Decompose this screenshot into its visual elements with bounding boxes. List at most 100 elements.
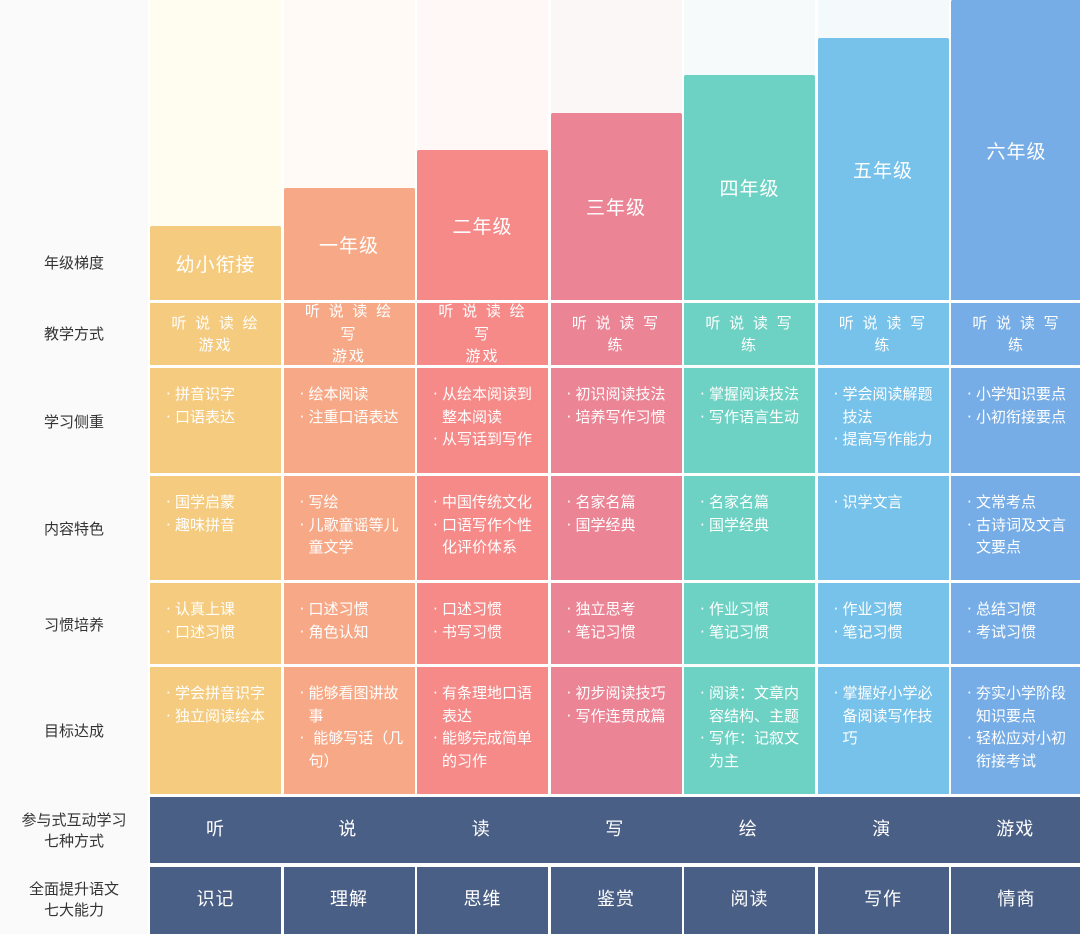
list-item: 小学知识要点 <box>967 383 1072 406</box>
list-item: 中国传统文化 <box>433 491 538 514</box>
row-label-ways: 参与式互动学习 七种方式 <box>21 810 127 850</box>
list-item: 书写习惯 <box>433 621 538 644</box>
ability-cell: 思维 <box>417 867 548 934</box>
list-item: 口述习惯 <box>433 598 538 621</box>
list-item: 名家名篇 <box>700 491 805 514</box>
list-item: 学会拼音识字 <box>166 682 271 705</box>
focus-cell: 拼音识字口语表达 <box>150 368 281 473</box>
row-label-content: 内容特色 <box>43 520 104 538</box>
list-item: 提高写作能力 <box>834 428 939 451</box>
list-item: 掌握好小学必备阅读写作技巧 <box>834 682 939 750</box>
content-cell: 国学启蒙趣味拼音 <box>150 476 281 580</box>
list-item: 儿歌童谣等儿童文学 <box>300 514 405 559</box>
method-cell: 听 说 读 绘 写 游戏 <box>417 302 548 366</box>
column-background <box>150 0 281 226</box>
row-label-method: 教学方式 <box>43 325 104 343</box>
list-item: 培养写作习惯 <box>567 406 672 429</box>
content-cell: 名家名篇国学经典 <box>684 476 815 580</box>
list-item: 从绘本阅读到整本阅读 <box>433 383 538 428</box>
list-item: 口语写作个性化评价体系 <box>433 514 538 559</box>
list-item: 口述习惯 <box>300 598 405 621</box>
ability-cell: 鉴赏 <box>550 867 682 934</box>
method-text: 听 说 读 绘 写 游戏 <box>438 302 527 366</box>
habit-cell: 作业习惯笔记习惯 <box>684 583 815 664</box>
list-item: 写绘 <box>300 491 405 514</box>
way-cell: 听 <box>150 797 281 863</box>
list-item: 国学经典 <box>700 514 805 537</box>
method-text: 听 说 读 写 练 <box>838 313 928 355</box>
list-item: 笔记习惯 <box>834 621 939 644</box>
list-item: 夯实小学阶段知识要点 <box>967 682 1072 727</box>
row-label-habit: 习惯培养 <box>43 615 104 634</box>
list-item: 绘本阅读 <box>300 383 405 406</box>
list-item: 口述习惯 <box>166 621 271 644</box>
focus-cell: 掌握阅读技法写作语言生动 <box>684 368 815 473</box>
list-item: 古诗词及文言文要点 <box>967 514 1072 559</box>
list-item: 掌握阅读技法 <box>700 383 805 406</box>
goal-cell: 阅读：文章内容结构、主题写作：记叙文为主 <box>684 667 815 794</box>
list-item: 注重口语表达 <box>300 406 405 429</box>
list-item: 文常考点 <box>967 491 1072 514</box>
list-item: 趣味拼音 <box>166 514 271 537</box>
way-cell: 游戏 <box>948 797 1080 863</box>
goal-cell: 夯实小学阶段知识要点轻松应对小初衔接考试 <box>951 667 1080 794</box>
list-item: 初识阅读技法 <box>567 383 672 406</box>
list-item: 总结习惯 <box>967 598 1072 621</box>
list-item: 国学经典 <box>567 514 672 537</box>
method-text: 听 说 读 写 练 <box>972 313 1061 355</box>
way-cell: 说 <box>281 797 415 863</box>
list-item: 小初衔接要点 <box>967 406 1072 429</box>
list-item: 写作连贯成篇 <box>567 705 672 728</box>
list-item: 认真上课 <box>166 598 271 621</box>
habit-cell: 独立思考笔记习惯 <box>550 583 682 664</box>
habit-cell: 口述习惯书写习惯 <box>417 583 548 664</box>
content-cell: 名家名篇国学经典 <box>550 476 682 580</box>
ability-cell: 理解 <box>283 867 415 934</box>
habit-cell: 作业习惯笔记习惯 <box>817 583 949 664</box>
list-item: 作业习惯 <box>700 598 805 621</box>
grade-block: 三年级 <box>550 113 682 300</box>
row-label-focus: 学习侧重 <box>43 412 104 431</box>
method-cell: 听 说 读 写 练 <box>550 303 682 365</box>
row-label-grade: 年级梯度 <box>43 254 104 272</box>
list-item: 名家名篇 <box>567 491 672 514</box>
goal-cell: 学会拼音识字独立阅读绘本 <box>150 667 281 794</box>
row-label-goal: 目标达成 <box>43 722 104 740</box>
list-item: 写作：记叙文为主 <box>700 727 805 772</box>
list-item: 独立阅读绘本 <box>166 705 271 728</box>
list-item: 笔记习惯 <box>700 621 805 644</box>
grade-block: 二年级 <box>417 150 548 300</box>
method-text: 听 说 读 写 练 <box>705 313 794 355</box>
way-cell: 演 <box>815 797 949 863</box>
way-cell: 写 <box>548 797 682 863</box>
focus-cell: 从绘本阅读到整本阅读从写话到写作 <box>417 368 548 473</box>
list-item: 能够看图讲故事 <box>300 682 405 727</box>
habit-cell: 总结习惯考试习惯 <box>951 583 1080 664</box>
list-item: 能够完成简单的习作 <box>433 727 538 772</box>
list-item: 轻松应对小初衔接考试 <box>967 727 1072 772</box>
list-item: 作业习惯 <box>834 598 939 621</box>
method-text: 听 说 读 写 练 <box>571 313 661 355</box>
grade-block: 幼小衔接 <box>150 226 281 300</box>
content-cell: 中国传统文化口语写作个性化评价体系 <box>417 476 548 580</box>
way-cell: 读 <box>414 797 548 863</box>
habit-cell: 认真上课口述习惯 <box>150 583 281 664</box>
grade-block: 六年级 <box>951 0 1080 300</box>
goal-cell: 掌握好小学必备阅读写作技巧 <box>817 667 949 794</box>
list-item: 阅读：文章内容结构、主题 <box>700 682 805 727</box>
grade-block: 一年级 <box>283 188 415 300</box>
habit-cell: 口述习惯角色认知 <box>283 583 415 664</box>
method-text: 听 说 读 绘 游戏 <box>171 313 260 355</box>
method-cell: 听 说 读 写 练 <box>684 303 815 365</box>
content-cell: 写绘儿歌童谣等儿童文学 <box>283 476 415 580</box>
list-item: 国学启蒙 <box>166 491 271 514</box>
way-cell: 绘 <box>681 797 815 863</box>
list-item: 从写话到写作 <box>433 428 538 451</box>
list-item: 初步阅读技巧 <box>567 682 672 705</box>
method-cell: 听 说 读 绘 游戏 <box>150 303 281 365</box>
ability-cell: 情商 <box>951 867 1080 934</box>
focus-cell: 初识阅读技法培养写作习惯 <box>550 368 682 473</box>
goal-cell: 初步阅读技巧写作连贯成篇 <box>550 667 682 794</box>
list-item: 笔记习惯 <box>567 621 672 644</box>
method-cell: 听 说 读 绘 写 游戏 <box>283 302 415 365</box>
